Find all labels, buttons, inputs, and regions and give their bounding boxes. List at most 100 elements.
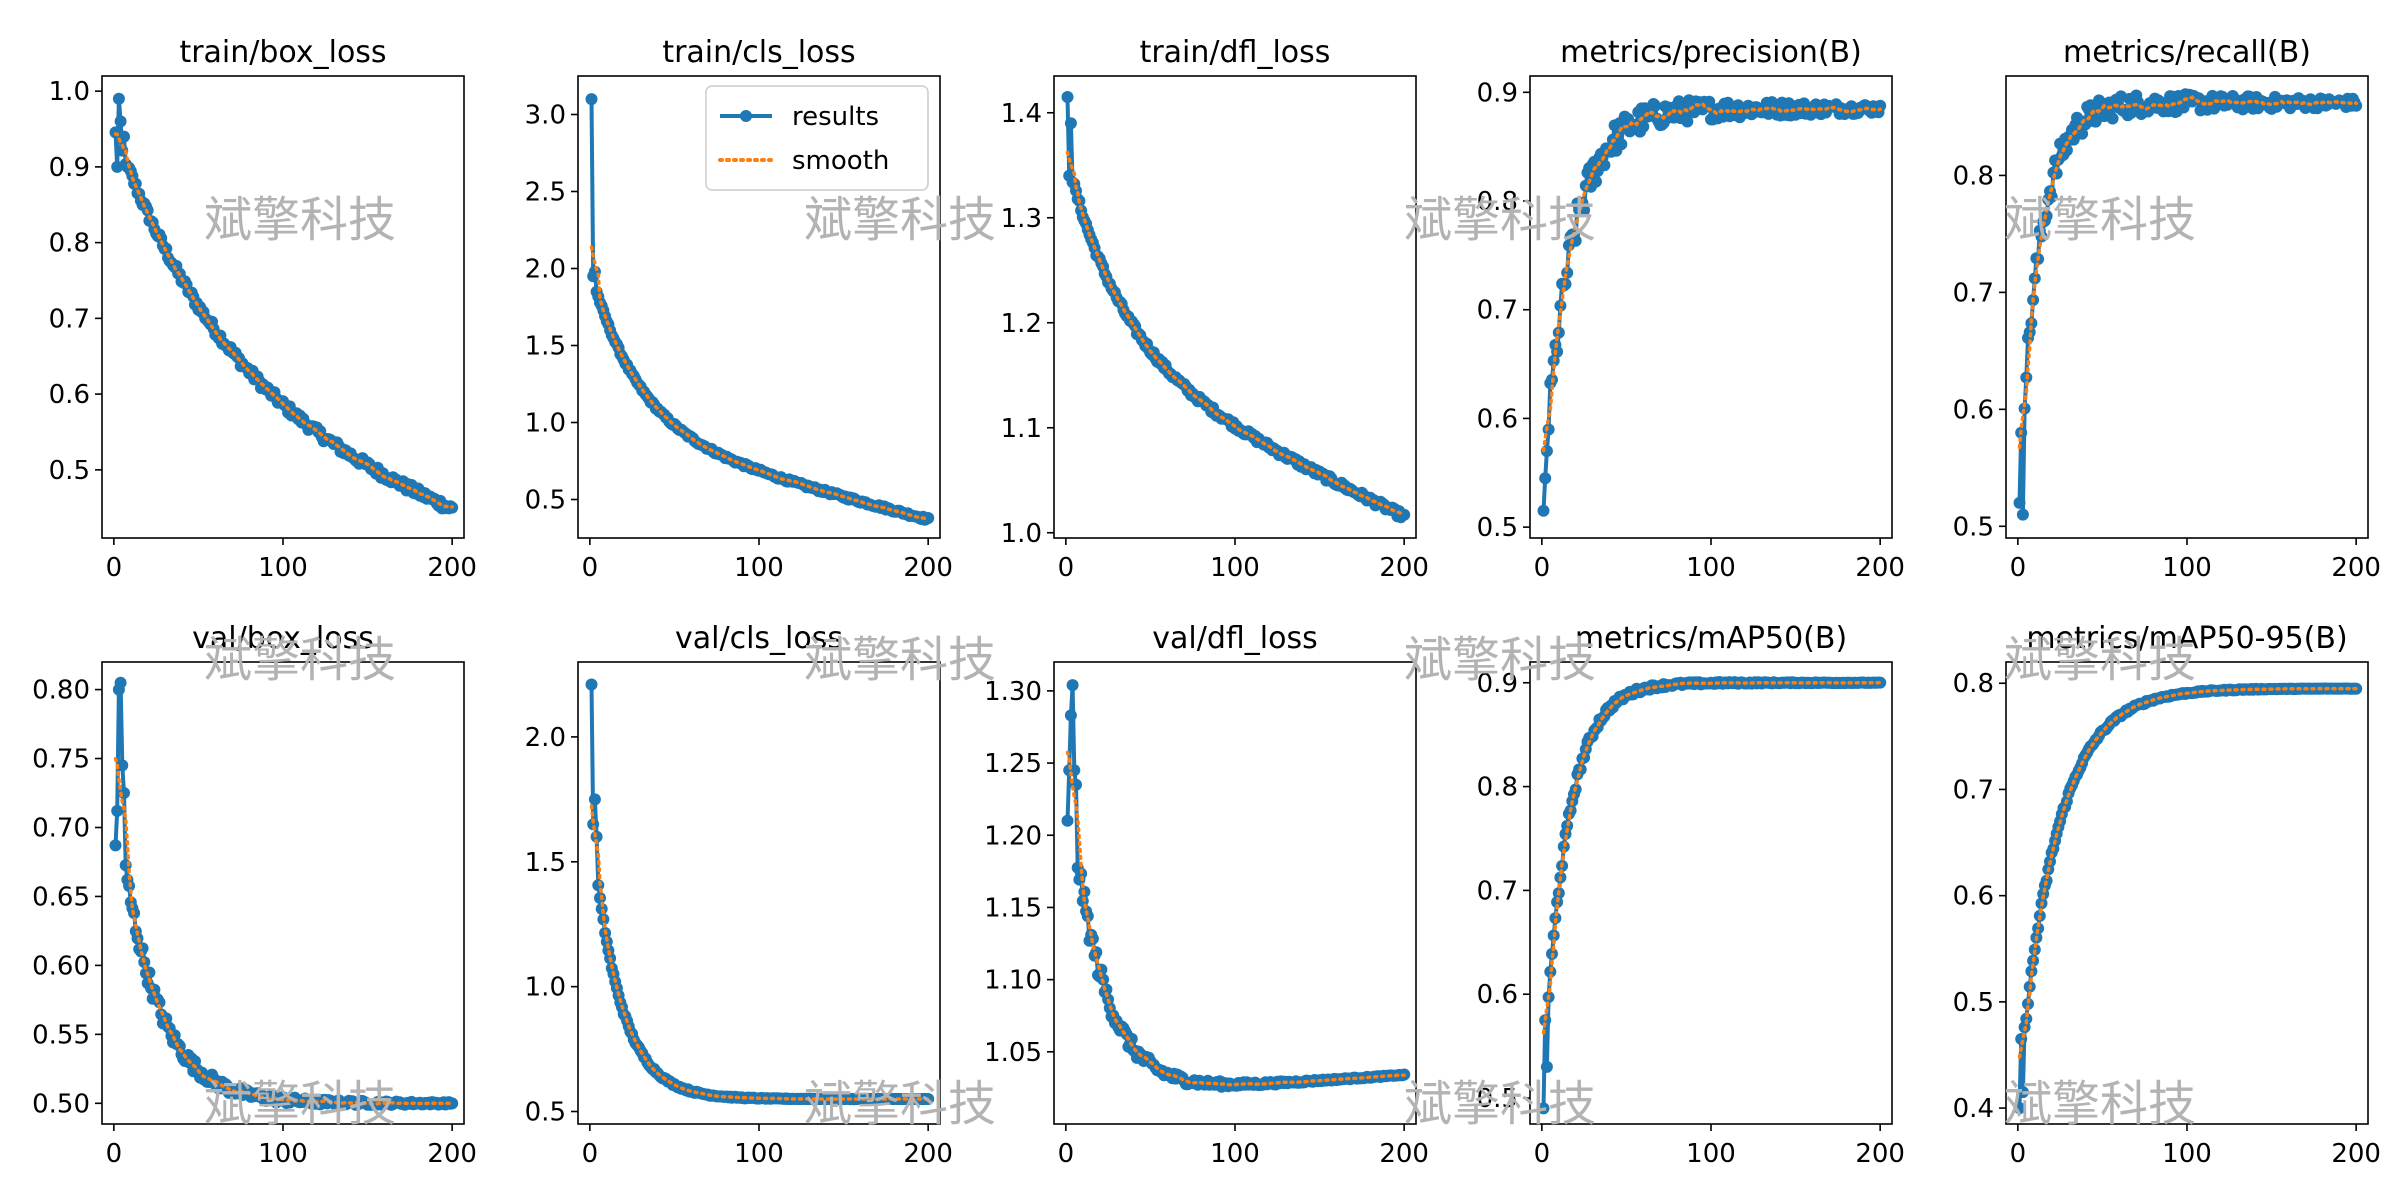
results-point xyxy=(1061,91,1074,103)
x-tick-label: 100 xyxy=(2162,553,2212,583)
results-point xyxy=(1590,175,1602,188)
axes-frame xyxy=(1053,75,1417,539)
results-point xyxy=(2032,922,2045,935)
smooth-line xyxy=(2017,94,2358,450)
y-tick-label: 0.8 xyxy=(1953,161,1994,191)
subplot-2: train/cls_loss 0 100 200 0.5 1.0 1.5 2.0 2.5 3.0 r… xyxy=(525,35,953,583)
results-point xyxy=(1542,423,1555,436)
x-tick-label: 0 xyxy=(1058,1139,1075,1169)
subplot-7: val/cls_loss 0 100 200 0.5 1.0 1.5 2.0 xyxy=(525,621,953,1169)
y-tick-label: 1.2 xyxy=(1001,309,1042,339)
y-tick-label: 2.0 xyxy=(525,255,566,285)
y-tick-label: 1.30 xyxy=(984,677,1042,707)
results-point xyxy=(594,892,606,904)
smooth-line xyxy=(2017,686,2358,1059)
results-point xyxy=(2023,326,2036,339)
x-tick-label: 200 xyxy=(1855,1139,1905,1169)
y-tick-label: 1.5 xyxy=(525,848,566,878)
results-point xyxy=(2018,402,2031,415)
y-tick-label: 0.5 xyxy=(1953,512,1994,542)
subplot-title: val/box_loss xyxy=(192,621,374,656)
results-point xyxy=(114,115,127,128)
subplot-8: val/dfl_loss 0 100 200 1.05 1.10 1.15 1.20 1.25 1… xyxy=(984,621,1429,1169)
subplot-title: val/cls_loss xyxy=(675,621,843,656)
results-line xyxy=(1541,680,1881,1109)
x-tick-label: 0 xyxy=(106,553,123,583)
x-tick-label: 100 xyxy=(258,553,308,583)
results-point xyxy=(2125,106,2138,119)
y-tick-label: 1.0 xyxy=(525,409,566,439)
smooth-line xyxy=(1065,750,1406,1087)
subplot-title: metrics/mAP50(B) xyxy=(1575,621,1847,656)
results-point xyxy=(1539,472,1552,485)
subplot-5: metrics/recall(B) 0 100 200 0.5 0.6 0.7 0.8 xyxy=(1953,35,2381,583)
y-tick-label: 1.0 xyxy=(525,973,566,1003)
x-tick-label: 200 xyxy=(1379,1139,1429,1169)
legend-smooth-label: smooth xyxy=(792,146,889,176)
legend-results-label: results xyxy=(792,102,879,132)
smooth-line xyxy=(113,757,454,1106)
x-tick-label: 100 xyxy=(1686,553,1736,583)
axes-frame xyxy=(1529,75,1893,539)
x-tick-label: 0 xyxy=(2010,553,2027,583)
y-tick-label: 1.1 xyxy=(1001,414,1042,444)
results-line xyxy=(113,680,453,1107)
y-tick-label: 0.6 xyxy=(1953,395,1994,425)
series-results xyxy=(1061,679,1411,1093)
subplot-9: metrics/mAP50(B) 0 100 200 0.5 0.6 0.7 0.8 0.9 xyxy=(1477,621,1905,1169)
y-tick-label: 1.5 xyxy=(525,332,566,362)
x-tick-label: 0 xyxy=(1058,553,1075,583)
watermark-text: 斌擎科技 xyxy=(2004,632,2196,688)
y-tick-label: 0.60 xyxy=(32,951,90,981)
y-tick-label: 0.50 xyxy=(32,1089,90,1119)
results-point xyxy=(1066,679,1079,692)
y-tick-label: 0.55 xyxy=(32,1020,90,1050)
y-tick-label: 1.05 xyxy=(984,1038,1042,1068)
watermark-text: 斌擎科技 xyxy=(1404,632,1596,688)
results-point xyxy=(1064,117,1077,130)
y-tick-label: 0.5 xyxy=(1477,513,1518,543)
watermark-text: 斌擎科技 xyxy=(804,1076,996,1132)
results-point xyxy=(2177,101,2190,114)
y-tick-label: 0.7 xyxy=(49,304,90,334)
results-point xyxy=(446,1097,459,1110)
smooth-line xyxy=(1541,101,1882,453)
y-tick-label: 1.20 xyxy=(984,821,1042,851)
results-point xyxy=(2106,112,2119,125)
x-tick-label: 200 xyxy=(2331,553,2381,583)
legend-box xyxy=(705,85,929,191)
watermark-text: 斌擎科技 xyxy=(204,632,396,688)
results-point xyxy=(1598,159,1611,172)
x-tick-label: 200 xyxy=(427,553,477,583)
y-tick-label: 2.0 xyxy=(525,723,566,753)
y-tick-label: 1.25 xyxy=(984,749,1042,779)
results-point xyxy=(585,93,598,106)
y-tick-label: 0.75 xyxy=(32,745,90,775)
axes-frame xyxy=(2005,661,2369,1125)
smooth-line xyxy=(1065,150,1406,517)
x-tick-label: 0 xyxy=(2010,1139,2027,1169)
watermark-text: 斌擎科技 xyxy=(204,1076,396,1132)
x-tick-label: 100 xyxy=(2162,1139,2212,1169)
x-tick-label: 200 xyxy=(903,1139,953,1169)
subplot-title: train/box_loss xyxy=(179,35,386,70)
subplot-title: train/dfl_loss xyxy=(1140,35,1331,70)
series-results xyxy=(2013,682,2363,1115)
y-tick-label: 0.9 xyxy=(49,153,90,183)
y-tick-label: 0.7 xyxy=(1477,876,1518,906)
results-point xyxy=(112,92,125,105)
results-point xyxy=(1637,120,1650,133)
y-tick-label: 0.4 xyxy=(1953,1094,1994,1124)
x-tick-label: 200 xyxy=(903,553,953,583)
y-tick-label: 0.8 xyxy=(49,229,90,259)
results-point xyxy=(114,676,127,689)
results-point xyxy=(2076,127,2089,140)
results-point xyxy=(587,818,600,831)
results-point xyxy=(109,839,122,852)
results-point xyxy=(116,759,129,772)
subplot-title: metrics/recall(B) xyxy=(2063,35,2311,70)
results-point xyxy=(2016,1086,2029,1099)
axes-frame xyxy=(1529,661,1893,1125)
results-line xyxy=(589,684,929,1102)
y-tick-label: 1.10 xyxy=(984,966,1042,996)
